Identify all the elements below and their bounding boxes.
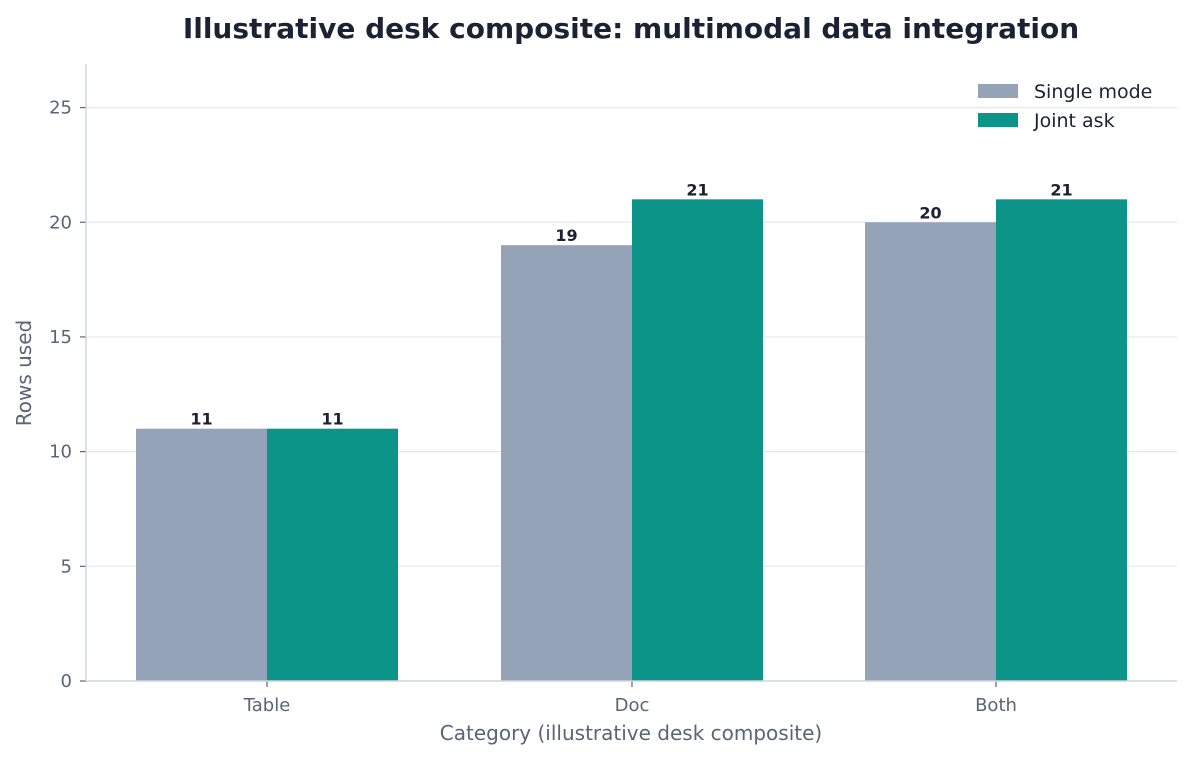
legend-swatch-single-mode xyxy=(978,84,1018,98)
x-tick-label-both: Both xyxy=(975,695,1017,716)
bar-single-mode-doc xyxy=(501,245,632,681)
bar-single-mode-both xyxy=(865,222,996,681)
tick-labels: 0 5 10 15 20 25 Table Doc Both xyxy=(49,98,1017,716)
legend-label-joint-ask: Joint ask xyxy=(1033,110,1115,132)
data-label-joint-ask-table: 11 xyxy=(321,410,343,429)
y-tick-label-0: 0 xyxy=(61,671,72,692)
bar-joint-ask-table xyxy=(267,428,398,681)
data-label-single-mode-doc: 19 xyxy=(555,226,577,245)
data-labels: 11 11 19 21 20 21 xyxy=(190,180,1072,428)
legend: Single mode Joint ask xyxy=(978,81,1152,132)
bar-joint-ask-both xyxy=(996,199,1127,681)
y-axis-label: Rows used xyxy=(12,320,36,426)
x-tick-label-table: Table xyxy=(243,695,291,716)
data-label-single-mode-table: 11 xyxy=(190,410,212,429)
axes xyxy=(80,64,1177,687)
bars xyxy=(136,199,1127,681)
bar-single-mode-table xyxy=(136,428,267,681)
y-tick-label-25: 25 xyxy=(49,98,72,119)
data-label-single-mode-both: 20 xyxy=(919,203,941,222)
x-tick-label-doc: Doc xyxy=(615,695,650,716)
chart-title: Illustrative desk composite: multimodal … xyxy=(183,12,1079,45)
y-tick-label-20: 20 xyxy=(49,212,72,233)
y-tick-label-10: 10 xyxy=(49,442,72,463)
legend-label-single-mode: Single mode xyxy=(1034,81,1152,103)
data-label-joint-ask-both: 21 xyxy=(1050,180,1072,199)
y-tick-label-5: 5 xyxy=(61,556,72,577)
x-axis-label: Category (illustrative desk composite) xyxy=(440,721,822,745)
bar-joint-ask-doc xyxy=(632,199,763,681)
legend-swatch-joint-ask xyxy=(978,113,1018,127)
y-tick-label-15: 15 xyxy=(49,327,72,348)
data-label-joint-ask-doc: 21 xyxy=(686,180,708,199)
